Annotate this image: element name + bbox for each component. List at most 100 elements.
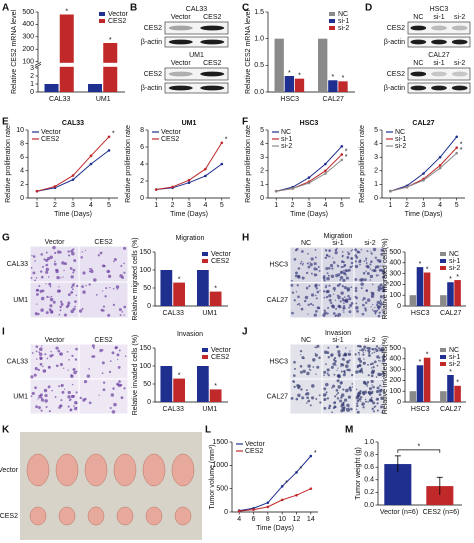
legend-swatch: [440, 362, 446, 366]
cell: [365, 270, 367, 272]
cell: [344, 269, 348, 272]
x-tick-label: 4: [89, 202, 93, 209]
cell: [362, 299, 364, 301]
cell: [113, 260, 115, 263]
y-tick-label: 8: [140, 127, 144, 134]
cell: [333, 357, 337, 360]
cell: [350, 250, 352, 252]
cell: [118, 380, 121, 383]
legend-swatch: [329, 26, 335, 30]
cell: [306, 396, 309, 400]
point: [89, 154, 93, 158]
cell: [332, 407, 335, 410]
legend-swatch: [440, 259, 446, 263]
cell: [40, 398, 45, 402]
cell: [357, 357, 361, 361]
cell: [35, 277, 38, 279]
cell: [75, 402, 78, 405]
cell: [359, 345, 362, 348]
cell: [318, 394, 321, 397]
blot-band: [200, 39, 225, 45]
row-label: UM1: [13, 297, 28, 304]
cell: [297, 393, 301, 398]
y-axis-label: Relative migrated cells(%): [382, 238, 389, 319]
cell: [325, 290, 329, 294]
row-label: CAL27: [267, 393, 289, 400]
cell: [347, 253, 350, 256]
cell: [47, 385, 51, 389]
cell: [49, 255, 53, 259]
cell: [101, 290, 104, 292]
cell: [371, 367, 373, 369]
blot-band: [451, 85, 468, 91]
cell: [55, 364, 59, 368]
cell: [35, 350, 38, 353]
bar: [454, 280, 461, 306]
cell: [354, 278, 358, 281]
point: [291, 187, 294, 190]
point: [107, 135, 111, 139]
cell: [40, 397, 43, 400]
cell: [337, 367, 339, 369]
cell: [323, 370, 327, 374]
micrograph-title: Migration: [324, 233, 353, 240]
cell: [113, 257, 117, 261]
y-tick-label: 300: [389, 366, 401, 373]
cell: [109, 407, 112, 410]
cell: [366, 265, 370, 269]
cell: [382, 311, 384, 313]
point: [455, 146, 459, 149]
cell: [40, 308, 44, 312]
cell: [293, 385, 296, 388]
cell: [38, 285, 41, 288]
cell: [63, 263, 65, 265]
cell: [349, 303, 353, 308]
cell: [74, 305, 76, 308]
panel-label: I: [2, 327, 5, 338]
cell: [71, 383, 74, 386]
y-axis-label: Relative invaded cells (%): [132, 335, 139, 416]
y-tick-label: 200: [389, 281, 401, 288]
cell: [67, 293, 71, 297]
lane-label: si-2: [454, 14, 465, 21]
cell: [370, 251, 372, 253]
y-tick-label: 10: [16, 127, 24, 134]
cell: [376, 402, 379, 405]
point: [309, 454, 313, 458]
cell: [371, 283, 374, 286]
cell: [381, 371, 385, 376]
point: [324, 162, 327, 166]
cell: [359, 360, 363, 364]
cell: [371, 295, 374, 298]
cell: [71, 354, 74, 357]
panel-label: A: [2, 3, 9, 14]
y-tick-label: 0: [224, 509, 228, 516]
cell: [309, 302, 313, 306]
cell: [342, 299, 345, 302]
cell: [335, 314, 338, 317]
cell: [58, 385, 61, 388]
cell: [296, 284, 299, 287]
photo: [20, 432, 202, 540]
cell: [71, 251, 75, 256]
cell: [36, 358, 38, 360]
cell: [351, 386, 354, 388]
y-tick-label: 100: [389, 292, 401, 299]
cell: [38, 351, 41, 354]
cell: [380, 253, 383, 256]
cell: [374, 267, 377, 269]
cell: [123, 246, 127, 250]
cell: [340, 271, 343, 273]
cell: [333, 373, 336, 376]
cell: [301, 263, 304, 266]
y-tick-label: 0.4: [364, 477, 374, 484]
legend-label: NC: [449, 347, 459, 354]
cell: [295, 271, 299, 275]
cell: [59, 362, 63, 367]
significance: *: [460, 147, 463, 154]
x-tick-label: CAL33: [163, 406, 185, 413]
legend-label: NC: [281, 129, 291, 136]
row-label: β-actin: [141, 39, 162, 46]
cell: [377, 285, 381, 289]
cell: [327, 374, 330, 377]
